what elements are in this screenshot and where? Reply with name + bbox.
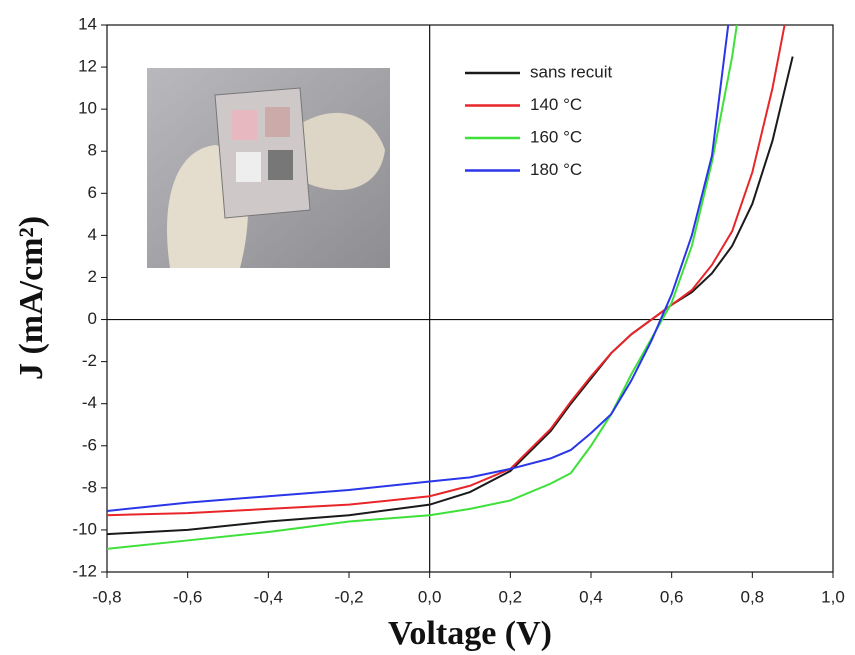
legend-label: 160 °C — [530, 127, 582, 146]
x-tick-label: 1,0 — [821, 587, 845, 606]
x-tick-label: 0,4 — [579, 587, 603, 606]
y-tick-label: 4 — [88, 225, 97, 244]
x-tick-label: -0,6 — [173, 587, 202, 606]
series-line — [107, 25, 730, 512]
x-tick-label: 0,0 — [418, 587, 442, 606]
y-tick-label: -4 — [82, 393, 97, 412]
y-tick-label: 12 — [78, 57, 97, 76]
y-tick-label: 8 — [88, 141, 97, 160]
x-tick-label: 0,8 — [741, 587, 765, 606]
y-tick-label: 6 — [88, 183, 97, 202]
y-tick-label: 10 — [78, 99, 97, 118]
x-tick-label: -0,4 — [254, 587, 283, 606]
x-tick-label: 0,6 — [660, 587, 684, 606]
legend-label: sans recuit — [530, 62, 612, 81]
y-tick-label: 2 — [88, 267, 97, 286]
y-tick-label: 14 — [78, 14, 97, 33]
y-tick-label: 0 — [88, 309, 97, 328]
y-tick-label: -6 — [82, 435, 97, 454]
x-tick-label: 0,2 — [499, 587, 523, 606]
inset-photo — [147, 68, 390, 268]
legend-label: 180 °C — [530, 160, 582, 179]
x-tick-label: -0,2 — [334, 587, 363, 606]
series-line — [107, 25, 786, 517]
plot-lines — [107, 25, 794, 550]
x-axis-label: Voltage (V) — [388, 615, 552, 652]
y-axis-label: J (mA/cm²) — [13, 216, 50, 380]
x-tick-label: -0,8 — [92, 587, 121, 606]
legend-label: 140 °C — [530, 95, 582, 114]
y-tick-label: -12 — [72, 561, 97, 580]
y-tick-label: -10 — [72, 519, 97, 538]
y-tick-label: -8 — [82, 477, 97, 496]
series-line — [107, 25, 738, 550]
y-tick-label: -2 — [82, 351, 97, 370]
